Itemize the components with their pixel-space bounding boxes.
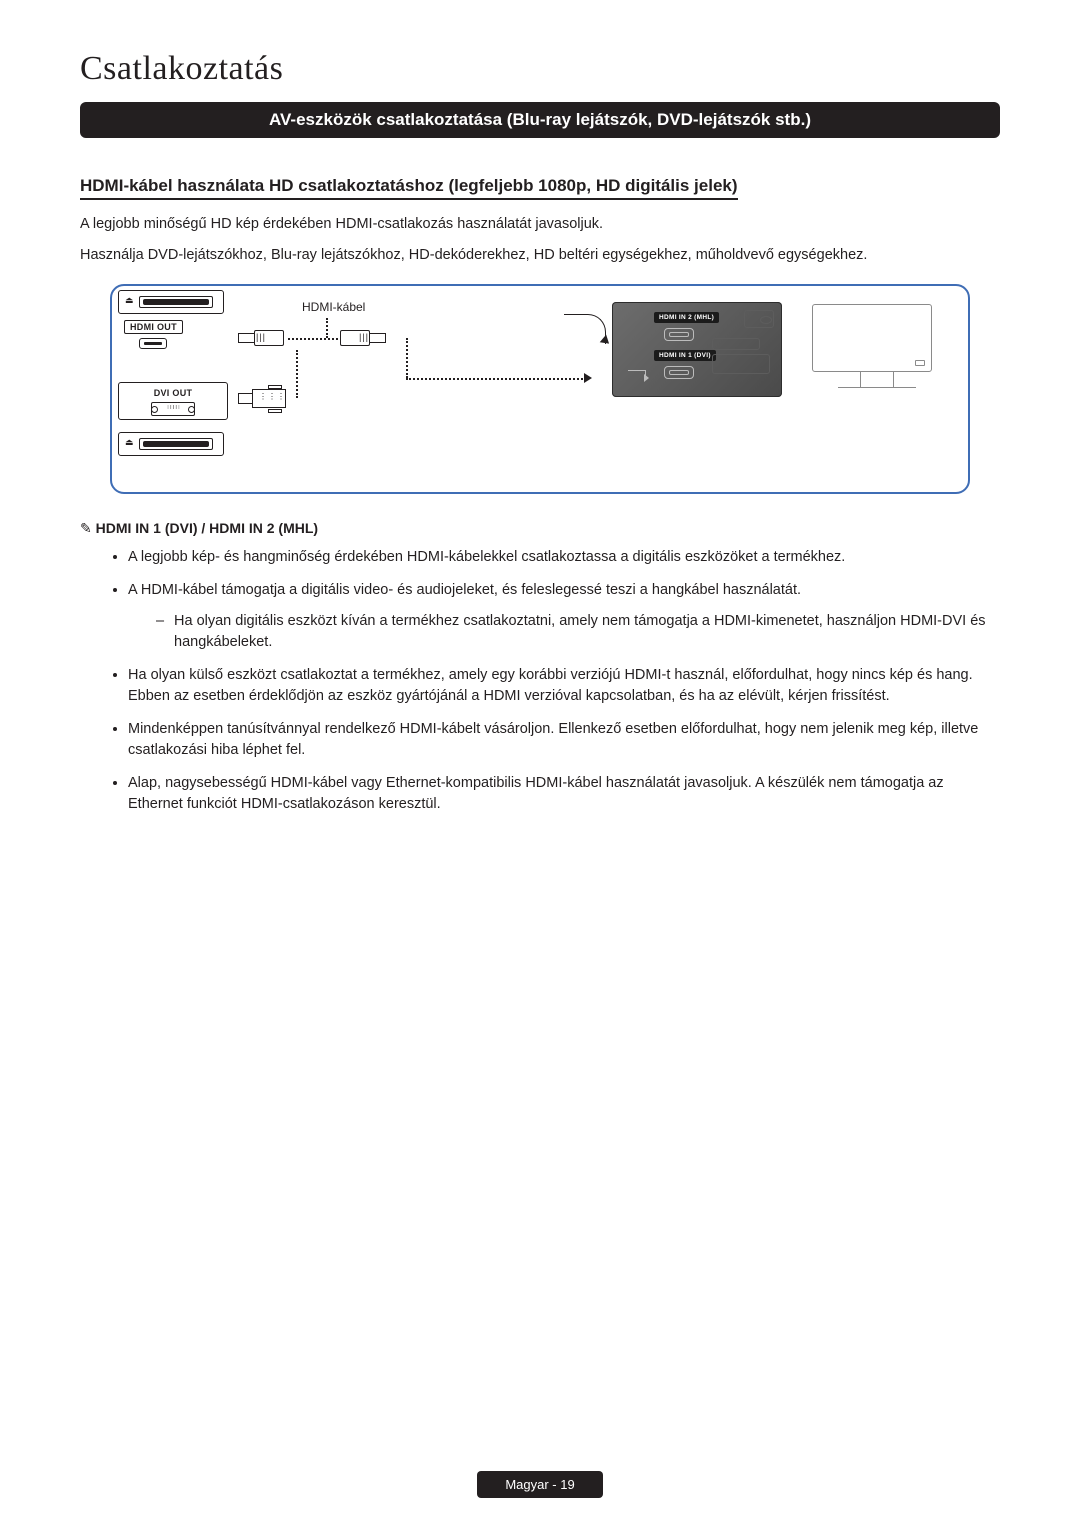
note-icon: ✎ — [80, 520, 92, 536]
bullet-item: Mindenképpen tanúsítvánnyal rendelkező H… — [128, 719, 1000, 761]
hdmi-out-label: HDMI OUT — [124, 320, 183, 334]
dvi-out-label: DVI OUT — [149, 387, 198, 399]
eject-icon: ⏏ — [125, 437, 134, 448]
note-label: HDMI IN 1 (DVI) / HDMI IN 2 (MHL) — [96, 520, 318, 536]
section-title: Csatlakoztatás — [80, 50, 1000, 88]
eject-icon: ⏏ — [125, 295, 134, 306]
page: Csatlakoztatás AV-eszközök csatlakoztatá… — [0, 0, 1080, 1534]
av-devices-bar: AV-eszközök csatlakoztatása (Blu-ray lej… — [80, 102, 1000, 138]
panel-hdmi2-label: HDMI IN 2 (MHL) — [654, 312, 719, 323]
hdmi-plug-icon: ||| — [238, 326, 284, 350]
bullet-item: Alap, nagysebességű HDMI-kábel vagy Ethe… — [128, 773, 1000, 815]
dvi-port-icon: ∷∷∷∷ — [151, 402, 195, 416]
dvi-plug-icon — [238, 386, 290, 412]
monitor-icon — [812, 304, 942, 399]
page-footer: Magyar - 19 — [0, 1471, 1080, 1498]
arrow-icon — [564, 314, 606, 344]
tv-rear-panel: HDMI IN 2 (MHL) HDMI IN 1 (DVI) — [612, 302, 782, 397]
arrow-icon — [584, 373, 592, 383]
bullet-item: Ha olyan külső eszközt csatlakoztat a te… — [128, 665, 1000, 707]
player-dvi: ⏏ — [118, 432, 224, 456]
hdmi-plug-icon: ||| — [340, 326, 386, 350]
intro-paragraph-1: A legjobb minőségű HD kép érdekében HDMI… — [80, 214, 1000, 235]
page-number-pill: Magyar - 19 — [477, 1471, 602, 1498]
sub-bullet-item: Ha olyan digitális eszközt kíván a termé… — [156, 611, 1000, 653]
player-hdmi: ⏏ — [118, 290, 224, 314]
intro-paragraph-2: Használja DVD-lejátszókhoz, Blu-ray lejá… — [80, 245, 1000, 266]
bullet-item: A HDMI-kábel támogatja a digitális video… — [128, 580, 1000, 653]
panel-hdmi1-label: HDMI IN 1 (DVI) — [654, 350, 716, 361]
hdmi-subheading: HDMI-kábel használata HD csatlakoztatásh… — [80, 176, 738, 200]
sub-bullet-list: Ha olyan digitális eszközt kíván a termé… — [128, 611, 1000, 653]
connection-diagram: ⏏ HDMI OUT DVI OUT ∷∷∷∷ ⏏ ||| — [110, 284, 970, 494]
hdmi-cable-label: HDMI-kábel — [302, 300, 365, 314]
bullet-item: A legjobb kép- és hangminőség érdekében … — [128, 547, 1000, 568]
note-line: ✎ HDMI IN 1 (DVI) / HDMI IN 2 (MHL) — [80, 520, 1000, 537]
bullet-list: A legjobb kép- és hangminőség érdekében … — [80, 547, 1000, 815]
